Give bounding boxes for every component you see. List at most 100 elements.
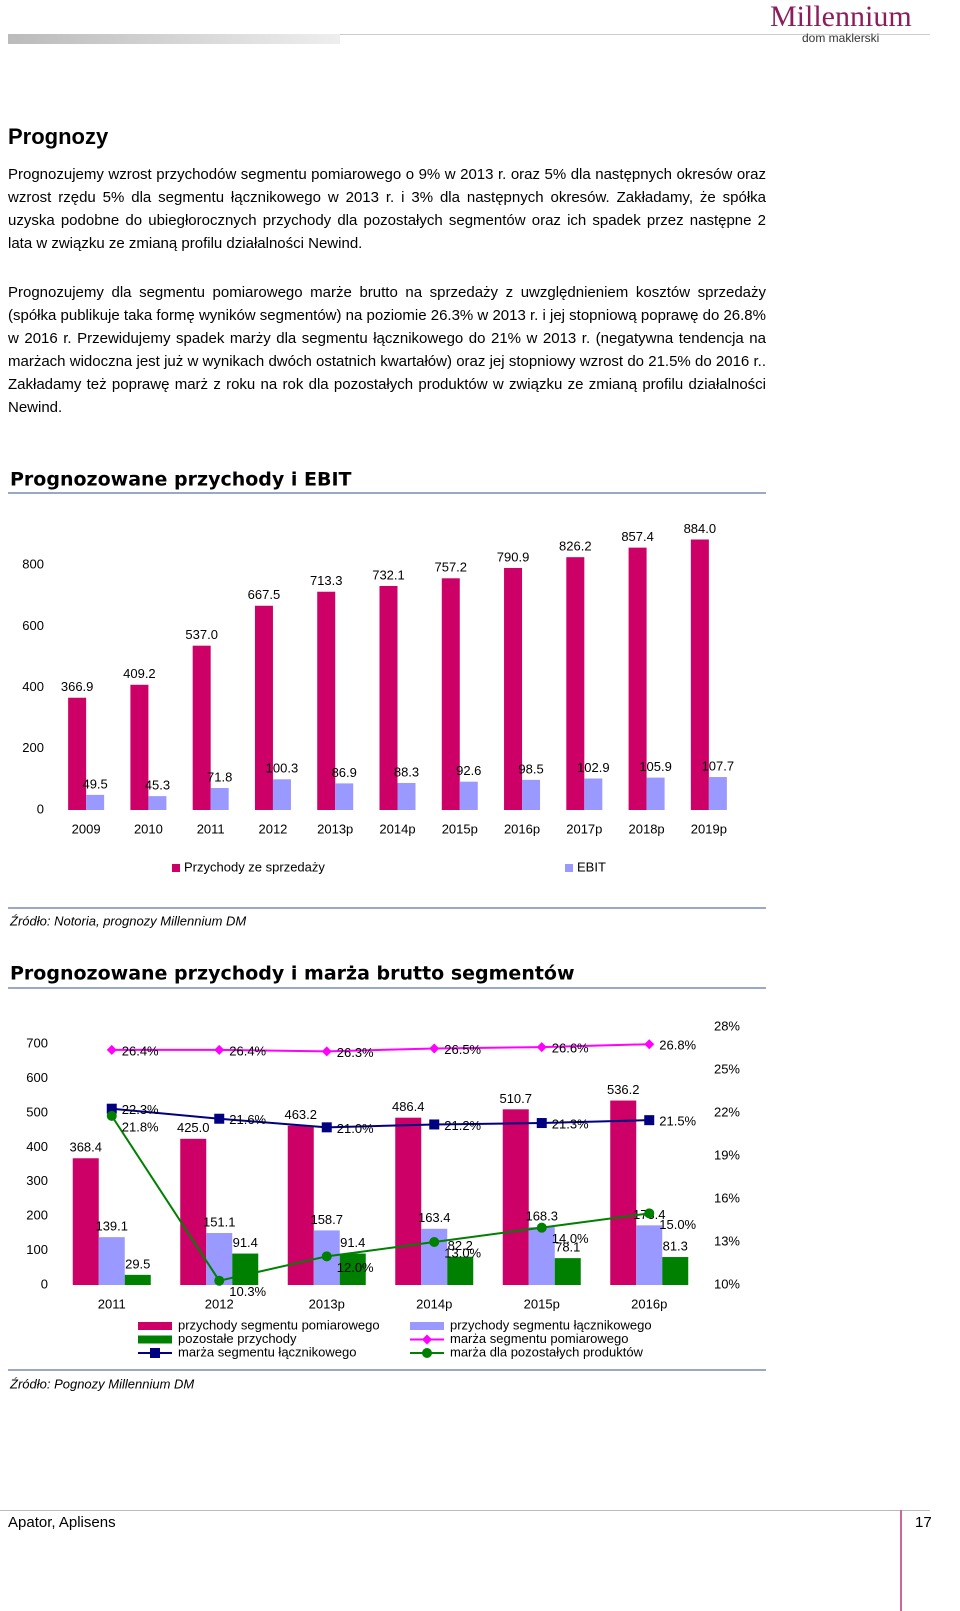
y-tick-label: 200	[22, 740, 44, 755]
y-tick-label: 500	[26, 1104, 48, 1119]
value-label: 26.6%	[552, 1041, 589, 1056]
x-tick-label: 2010	[134, 821, 163, 836]
bar	[522, 779, 541, 810]
value-label: 100.3	[266, 761, 299, 776]
value-label: 26.5%	[444, 1042, 481, 1057]
x-tick-label: 2016p	[504, 821, 540, 836]
bar	[272, 779, 291, 810]
bar	[504, 567, 523, 810]
x-tick-label: 2012	[205, 1296, 234, 1311]
value-label: 463.2	[284, 1107, 317, 1122]
y-tick-label: 400	[22, 679, 44, 694]
value-label: 884.0	[684, 521, 717, 536]
value-label: 510.7	[499, 1091, 532, 1106]
x-tick-label: 2012	[258, 821, 287, 836]
value-label: 29.5	[125, 1256, 150, 1271]
marker	[644, 1039, 655, 1050]
bar	[395, 1117, 422, 1285]
chart-source: Źródło: Notoria, prognozy Millennium DM	[9, 913, 246, 928]
value-label: 81.3	[663, 1238, 688, 1253]
bar	[317, 591, 336, 810]
value-label: 102.9	[577, 760, 610, 775]
line	[111, 1107, 650, 1129]
bar	[566, 557, 585, 810]
paragraph: Prognozujemy wzrost przychodów segmentu …	[8, 166, 766, 252]
bar	[68, 697, 87, 810]
header-rule	[340, 34, 930, 35]
header-bar	[8, 34, 340, 44]
value-label: 158.7	[310, 1212, 343, 1227]
value-label: 78.1	[555, 1240, 580, 1255]
logo: Millennium	[770, 0, 912, 33]
value-label: 21.3%	[552, 1116, 589, 1131]
y2-tick-label: 13%	[714, 1233, 740, 1248]
x-tick-label: 2011	[98, 1296, 126, 1311]
marker	[429, 1237, 440, 1247]
bar	[210, 788, 229, 810]
line	[110, 1115, 650, 1282]
value-label: 826.2	[559, 539, 592, 554]
section-title: Prognozy	[8, 124, 109, 149]
value-label: 12.0%	[337, 1260, 374, 1275]
value-label: 757.2	[434, 560, 467, 575]
value-label: 10.3%	[229, 1284, 266, 1299]
bar	[708, 777, 727, 810]
y2-tick-label: 28%	[714, 1018, 740, 1033]
line	[111, 1043, 650, 1053]
y2-tick-label: 19%	[714, 1147, 740, 1162]
legend-swatch	[565, 864, 573, 872]
x-tick-label: 2013p	[317, 821, 353, 836]
value-label: 13.0%	[444, 1245, 481, 1260]
bar	[72, 1158, 99, 1285]
y-tick-label: 400	[26, 1139, 48, 1154]
y-tick-label: 200	[26, 1208, 48, 1223]
legend-label: marża segmentu pomiarowego	[450, 1331, 628, 1346]
value-label: 86.9	[332, 765, 357, 780]
bar	[98, 1237, 125, 1285]
y-tick-label: 0	[41, 1276, 48, 1291]
bar	[287, 1125, 314, 1285]
y-tick-label: 0	[37, 801, 44, 816]
marker	[429, 1043, 440, 1054]
page-number: 17	[915, 1514, 932, 1531]
value-label: 21.6%	[229, 1112, 266, 1127]
bar	[447, 1256, 474, 1285]
legend-swatch	[410, 1322, 444, 1330]
bar	[662, 1257, 689, 1285]
legend-label: marża segmentu łącznikowego	[178, 1344, 356, 1359]
marker	[321, 1251, 332, 1262]
y-tick-label: 100	[26, 1242, 48, 1257]
bar	[610, 1100, 637, 1285]
value-label: 88.3	[394, 764, 419, 779]
value-label: 486.4	[392, 1099, 425, 1114]
value-label: 26.3%	[337, 1045, 374, 1060]
bar	[180, 1138, 207, 1285]
footer-text: Apator, Aplisens	[8, 1514, 116, 1531]
footer-accent	[900, 1510, 902, 1611]
value-label: 163.4	[418, 1210, 451, 1225]
value-label: 713.3	[310, 573, 343, 588]
marker	[150, 1348, 160, 1358]
bar	[636, 1225, 663, 1285]
y-tick-label: 700	[26, 1036, 48, 1051]
logo-subtitle: dom maklerski	[802, 31, 880, 45]
x-tick-label: 2017p	[566, 821, 602, 836]
legend-label: przychody segmentu łącznikowego	[450, 1317, 652, 1332]
x-tick-label: 2015p	[524, 1296, 560, 1311]
legend-label: marża dla pozostałych produktów	[450, 1344, 644, 1359]
value-label: 536.2	[607, 1082, 640, 1097]
marker	[536, 1118, 547, 1129]
bar	[335, 783, 354, 810]
x-tick-label: 2011	[197, 821, 225, 836]
y2-tick-label: 16%	[714, 1190, 740, 1205]
value-label: 168.3	[525, 1209, 558, 1224]
value-label: 105.9	[639, 759, 672, 774]
bar	[584, 778, 603, 810]
value-label: 26.4%	[122, 1043, 159, 1058]
bar	[254, 605, 273, 810]
marker	[644, 1115, 655, 1126]
value-label: 21.2%	[444, 1118, 481, 1133]
legend-swatch	[138, 1322, 172, 1330]
